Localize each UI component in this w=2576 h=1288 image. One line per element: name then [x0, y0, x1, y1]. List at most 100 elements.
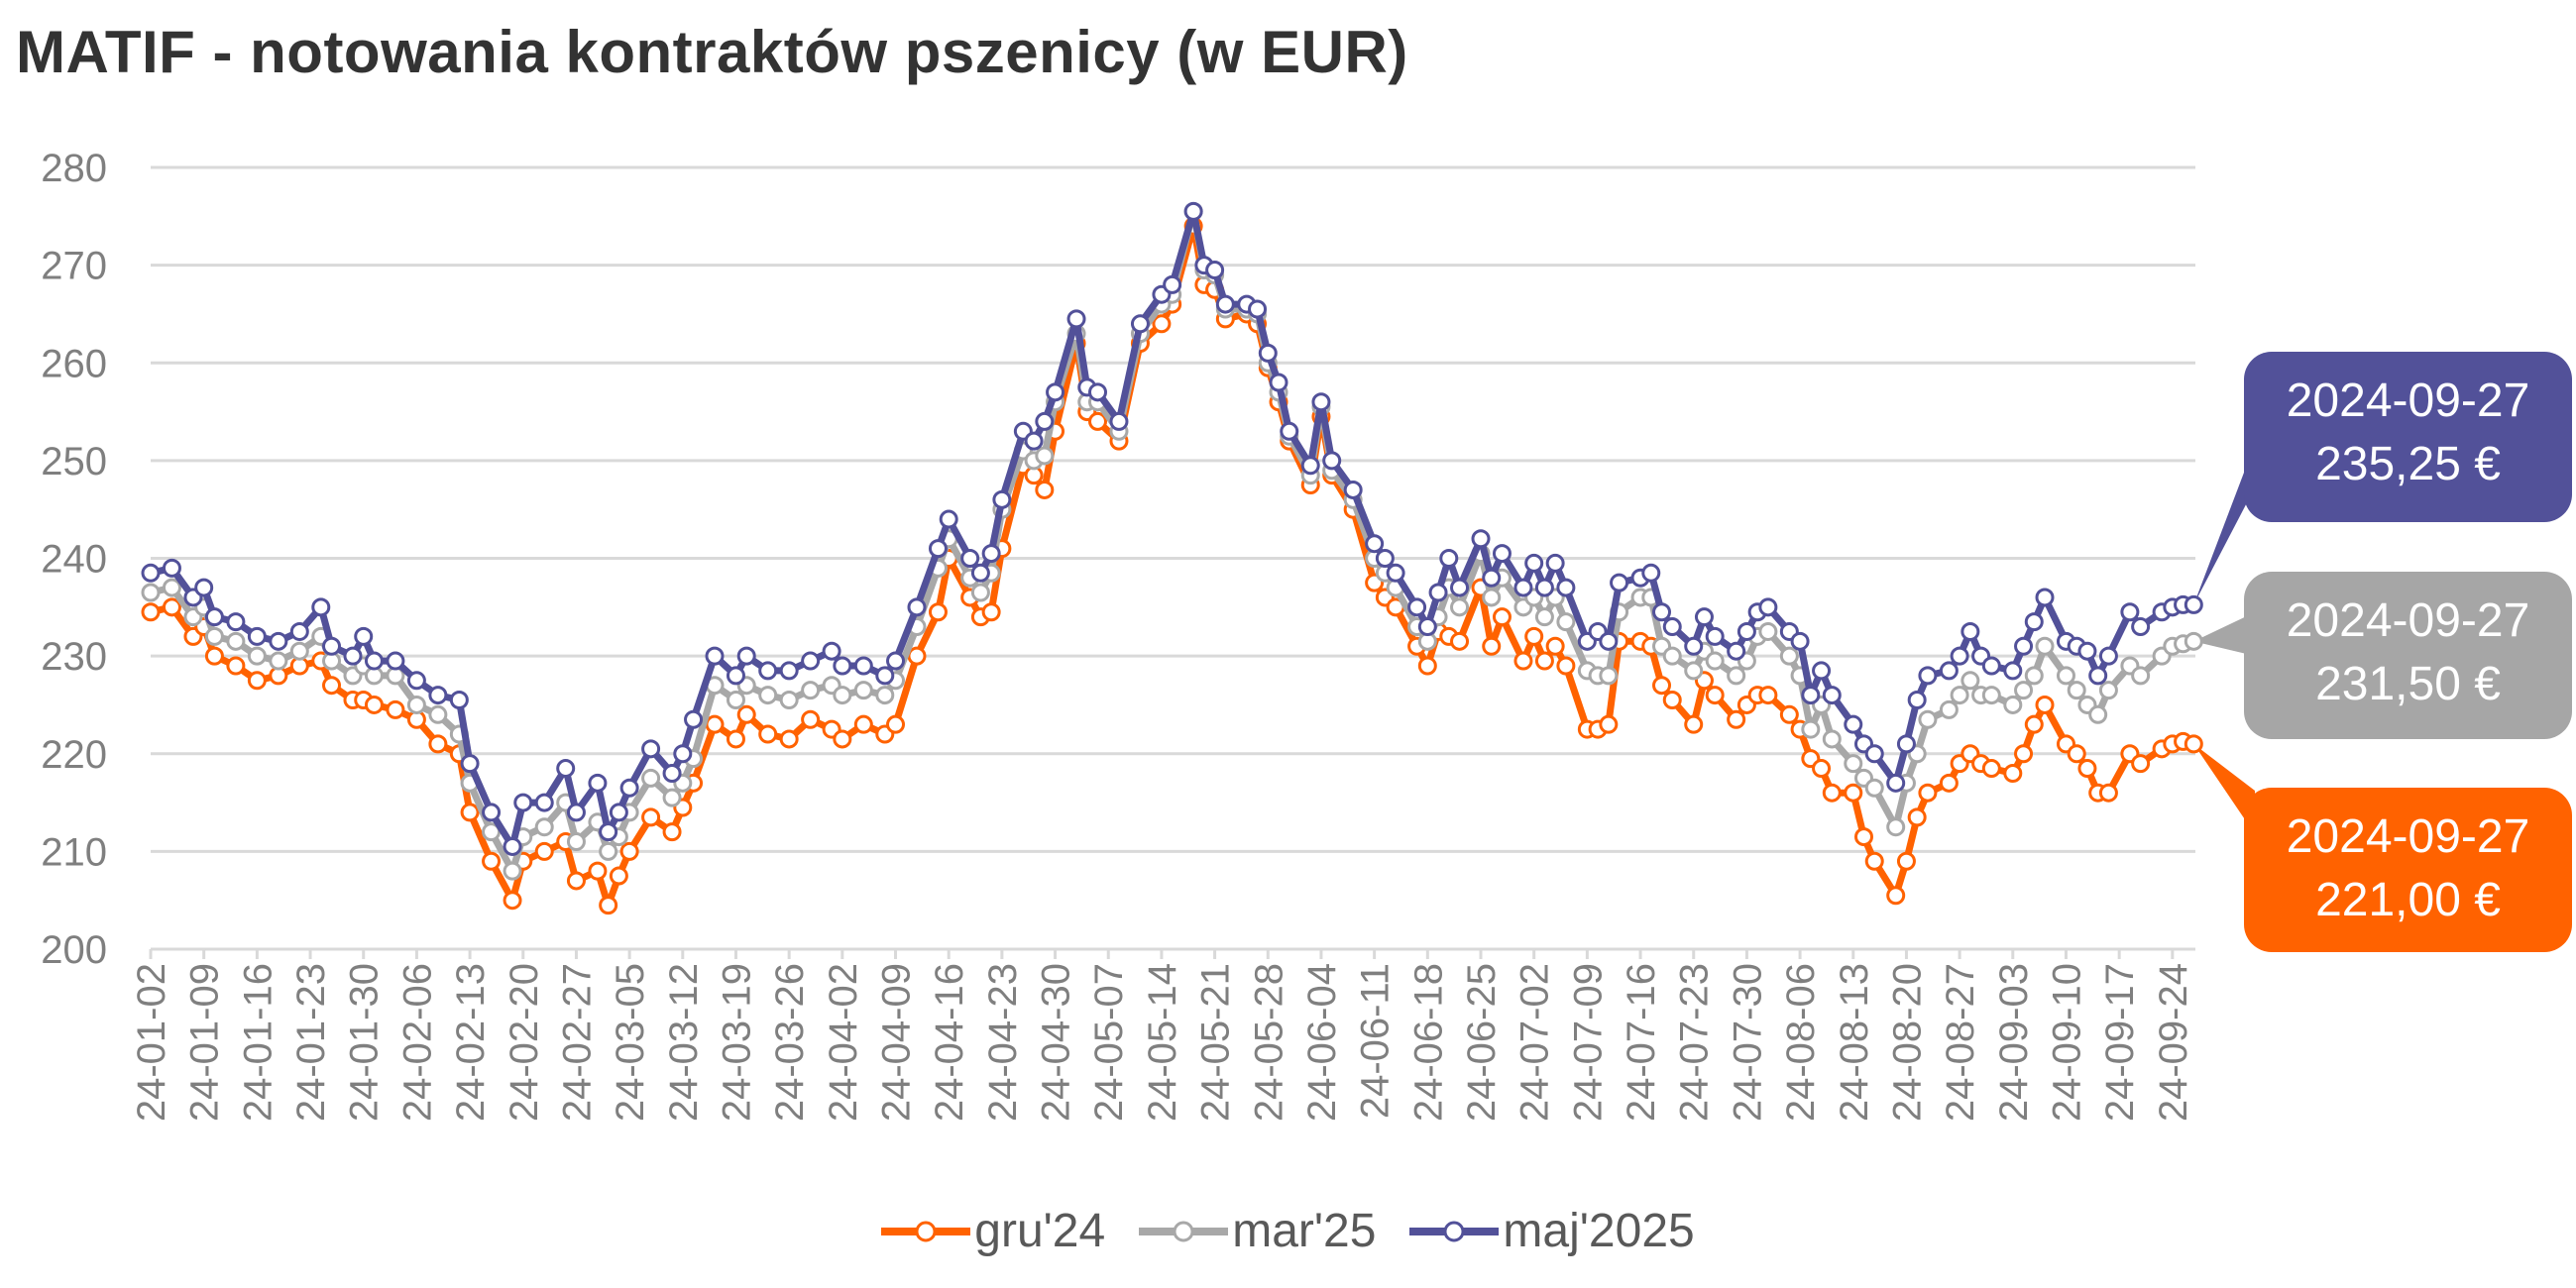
data-point [482, 851, 502, 871]
data-point [1779, 646, 1799, 666]
x-tick-label: 24-09-03 [1992, 963, 2036, 1122]
data-point [1513, 578, 1533, 597]
data-point [141, 563, 161, 583]
x-tick-label: 24-03-19 [715, 963, 758, 1122]
legend-gray-line-icon [1139, 1221, 1229, 1241]
data-point [1886, 773, 1906, 793]
data-point [609, 803, 628, 822]
gridlines [151, 165, 2195, 853]
data-point [289, 621, 309, 641]
x-tick-label: 24-04-09 [875, 963, 919, 1122]
data-point [1727, 709, 1746, 729]
legend-item-gru24: gru'24 [881, 1204, 1105, 1258]
data-point [1205, 261, 1225, 280]
data-point [779, 691, 799, 710]
data-point [907, 597, 927, 617]
data-point [1450, 578, 1470, 597]
data-point [428, 704, 448, 724]
data-point [853, 714, 873, 734]
data-point [2003, 763, 2023, 783]
data-point [1758, 597, 1778, 617]
x-tick-label: 24-02-13 [449, 963, 493, 1122]
data-point [226, 612, 246, 632]
data-point [1886, 817, 1906, 837]
data-point [2098, 681, 2118, 700]
data-point [1183, 201, 1203, 221]
data-point [2098, 646, 2118, 666]
data-point [779, 729, 799, 749]
data-point [599, 896, 618, 915]
data-point [1215, 294, 1235, 314]
data-point [1482, 588, 1502, 607]
data-point [482, 803, 502, 822]
data-point [705, 714, 725, 734]
data-point [801, 681, 821, 700]
data-point [364, 651, 384, 671]
chart-title: MATIF - notowania kontraktów pszenicy (w… [16, 19, 1408, 85]
data-point [2014, 681, 2034, 700]
data-point [1662, 646, 1682, 666]
data-point [1130, 314, 1150, 334]
x-tick-label: 24-01-23 [289, 963, 333, 1122]
data-point [1311, 392, 1331, 412]
data-point [1046, 382, 1065, 402]
data-point [204, 646, 224, 666]
data-point [1844, 783, 1863, 803]
series-line [150, 222, 2195, 910]
data-point [641, 739, 661, 759]
data-point [343, 646, 363, 666]
series-lines [141, 201, 2203, 915]
data-point [162, 578, 181, 597]
data-point [1534, 578, 1554, 597]
data-point [2131, 666, 2151, 686]
data-point [503, 891, 522, 911]
data-point [1727, 641, 1746, 661]
x-tick-label: 24-02-27 [555, 963, 599, 1122]
data-point [1534, 607, 1554, 627]
data-point [1407, 597, 1427, 617]
x-tick-label: 24-05-28 [1247, 963, 1290, 1122]
data-point [162, 558, 181, 578]
series-maj2025 [141, 201, 2203, 856]
data-point [1088, 382, 1108, 402]
callout-pointers [2193, 444, 2255, 834]
data-point [758, 661, 778, 681]
data-point [1641, 563, 1661, 583]
data-point [406, 695, 426, 714]
data-point [1417, 656, 1437, 676]
data-point [684, 709, 704, 729]
data-point [1822, 783, 1842, 803]
x-tick-label: 24-07-16 [1620, 963, 1663, 1122]
legend-label: maj'2025 [1503, 1205, 1695, 1257]
data-point [833, 729, 852, 749]
data-point [1853, 827, 1873, 847]
data-point [1524, 553, 1544, 573]
data-point [801, 651, 821, 671]
x-tick-label: 24-02-06 [395, 963, 439, 1122]
data-point [736, 646, 756, 666]
x-tick-label: 24-07-09 [1566, 963, 1610, 1122]
data-point [1109, 411, 1129, 431]
data-point [833, 686, 852, 705]
x-tick-label: 24-03-26 [768, 963, 812, 1122]
data-point [822, 641, 841, 661]
data-point [1864, 851, 1884, 871]
data-point [1035, 480, 1055, 499]
data-point [534, 841, 554, 861]
data-point [1822, 729, 1842, 749]
data-point [1758, 621, 1778, 641]
data-point [1513, 651, 1533, 671]
x-tick-label: 24-01-02 [130, 963, 173, 1122]
data-point [619, 778, 639, 798]
legend-item-mar25: mar'25 [1139, 1204, 1376, 1258]
data-point [1705, 626, 1725, 646]
x-tick-label: 24-07-30 [1726, 963, 1769, 1122]
y-tick-label: 230 [41, 635, 107, 679]
data-point [247, 671, 267, 691]
legend-label: gru'24 [974, 1205, 1106, 1257]
data-point [705, 646, 725, 666]
data-point [928, 602, 948, 622]
data-point [599, 841, 618, 861]
data-point [736, 704, 756, 724]
data-point [1322, 451, 1342, 471]
